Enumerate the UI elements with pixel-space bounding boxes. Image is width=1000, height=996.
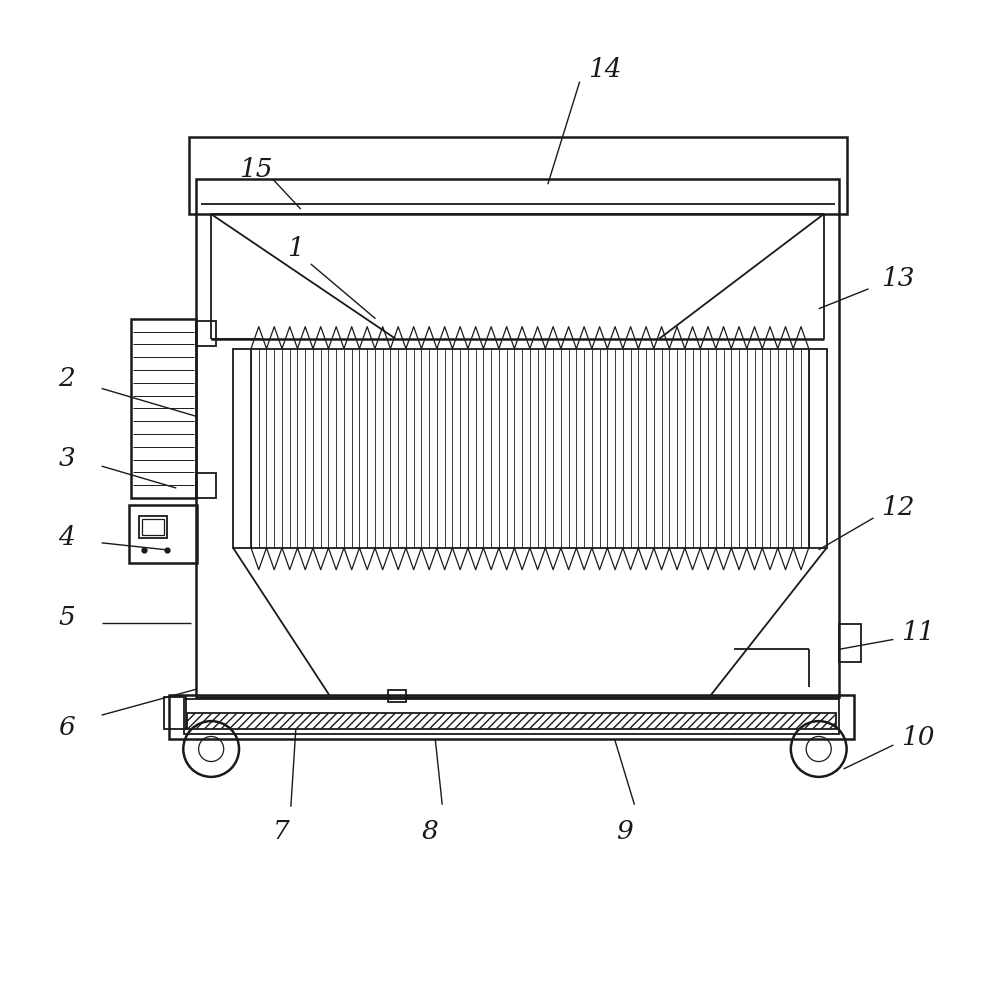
Text: 4: 4 [58,525,75,551]
Bar [184,699,839,734]
Bar [233,349,251,548]
Bar [196,473,216,498]
Text: 1: 1 [287,236,304,262]
Text: 9: 9 [616,819,633,845]
Bar [129,505,197,563]
Text: 6: 6 [58,714,75,740]
Text: 8: 8 [422,819,439,845]
Bar [164,697,186,729]
Bar [139,516,167,538]
Bar [196,321,216,346]
Bar [131,319,196,498]
Text: 5: 5 [58,605,75,630]
Bar [169,695,854,739]
Text: 7: 7 [273,819,289,845]
Text: 14: 14 [588,57,621,83]
Bar [189,137,847,214]
Text: 10: 10 [902,724,935,750]
Text: 12: 12 [882,495,915,521]
Bar [809,349,827,548]
Bar [839,624,861,662]
Bar [187,713,836,729]
Text: 13: 13 [882,266,915,292]
Bar [142,519,164,535]
Text: 11: 11 [902,620,935,645]
Bar [196,179,839,697]
Text: 2: 2 [58,366,75,391]
Bar [388,690,406,702]
Text: 15: 15 [239,156,273,182]
Text: 3: 3 [58,445,75,471]
